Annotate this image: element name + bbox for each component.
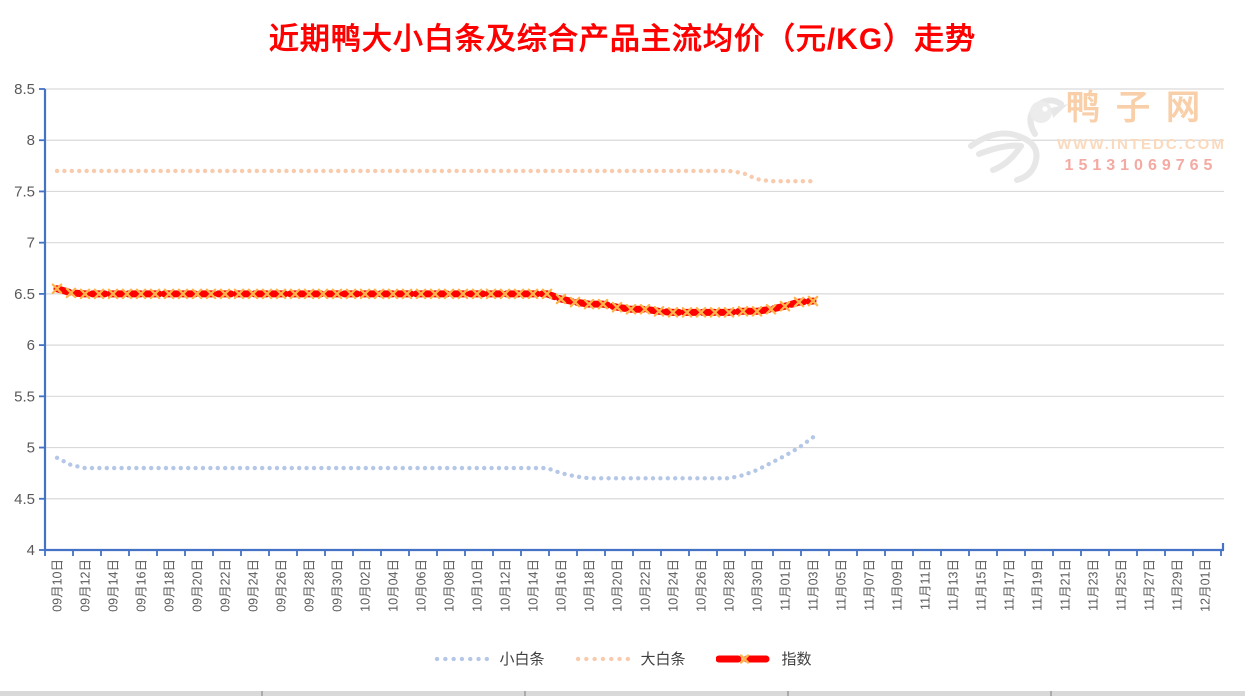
y-axis-label: 6 [27,337,35,354]
y-axis-label: 4 [27,542,35,559]
y-axis-label: 8.5 [14,81,35,98]
chart-title: 近期鸭大小白条及综合产品主流均价（元/KG）走势 [268,23,977,56]
y-axis-label: 8 [27,132,35,149]
legend-label: 指数 [781,651,812,668]
y-axis-label: 5 [27,440,35,457]
x-axis-label: 11月29日 [1171,559,1185,611]
x-axis-label: 09月10日 [51,559,65,612]
x-axis-label: 10月30日 [751,559,765,612]
series-line-小白条 [54,435,816,481]
x-axis-label: 11月19日 [1031,559,1045,611]
x-axis-label: 09月22日 [219,559,233,612]
x-axis-label: 10月16日 [555,559,569,612]
series-line-大白条 [54,168,816,184]
legend-marker-red-line-icon [715,653,774,664]
x-axis-label: 11月11日 [919,559,933,610]
x-axis-label: 10月06日 [415,559,429,612]
x-axis-label: 11月17日 [1003,559,1017,611]
x-axis-label: 10月20日 [611,559,625,612]
legend-marker-dotted-blue-icon [435,656,490,661]
x-axis-label: 11月25日 [1115,559,1129,611]
x-axis-label: 09月16日 [135,559,149,612]
x-axis-label: 09月30日 [331,559,345,612]
x-axis-label: 10月12日 [499,559,513,612]
y-axis-label: 7 [27,235,35,252]
x-axis-label: 10月28日 [723,559,737,612]
legend-marker-dotted-orange-icon [576,656,631,661]
y-axis-label: 5.5 [14,388,35,405]
y-axis-label: 4.5 [14,491,35,508]
x-axis-label: 10月24日 [667,559,681,612]
y-axis-label: 6.5 [14,286,35,303]
x-axis-label: 11月21日 [1059,559,1073,611]
legend-item-dabaitiao: 大白条 [574,648,686,669]
x-axis-label: 09月12日 [79,559,93,612]
x-axis-label: 10月18日 [583,559,597,612]
x-axis-label: 11月07日 [863,559,877,611]
legend-item-zhishu: 指数 [715,648,812,669]
x-axis-label: 09月26日 [275,559,289,612]
x-axis-label: 12月01日 [1199,559,1213,612]
x-axis-label: 11月09日 [891,559,905,611]
legend-label: 小白条 [499,651,545,668]
x-axis-label: 10月14日 [527,559,541,612]
y-axis-label: 7.5 [14,183,35,200]
spreadsheet-edge [0,691,1245,696]
legend-label: 大白条 [640,651,686,668]
chart-legend: 小白条 大白条 指数 [0,648,1245,669]
x-axis-label: 09月28日 [303,559,317,612]
x-axis-label: 09月14日 [107,559,121,612]
x-axis-label: 11月05日 [835,559,849,611]
x-axis-label: 11月27日 [1143,559,1157,611]
x-axis-label: 10月26日 [695,559,709,612]
series-x-markers [51,283,819,318]
x-axis-label: 09月18日 [163,559,177,612]
x-axis-label: 10月22日 [639,559,653,612]
x-axis-label: 11月13日 [947,559,961,611]
x-axis-label: 11月15日 [975,559,989,611]
legend-item-xiaobaitiao: 小白条 [433,648,544,669]
x-axis-label: 10月04日 [387,559,401,612]
x-axis-label: 11月23日 [1087,559,1101,611]
x-axis-label: 10月08日 [443,559,457,612]
x-axis-label: 10月02日 [359,559,373,612]
x-axis-label: 11月01日 [779,559,793,611]
x-axis-label: 09月20日 [191,559,205,612]
x-axis-label: 10月10日 [471,559,485,612]
x-axis-label: 09月24日 [247,559,261,612]
x-axis-label: 11月03日 [807,559,821,611]
